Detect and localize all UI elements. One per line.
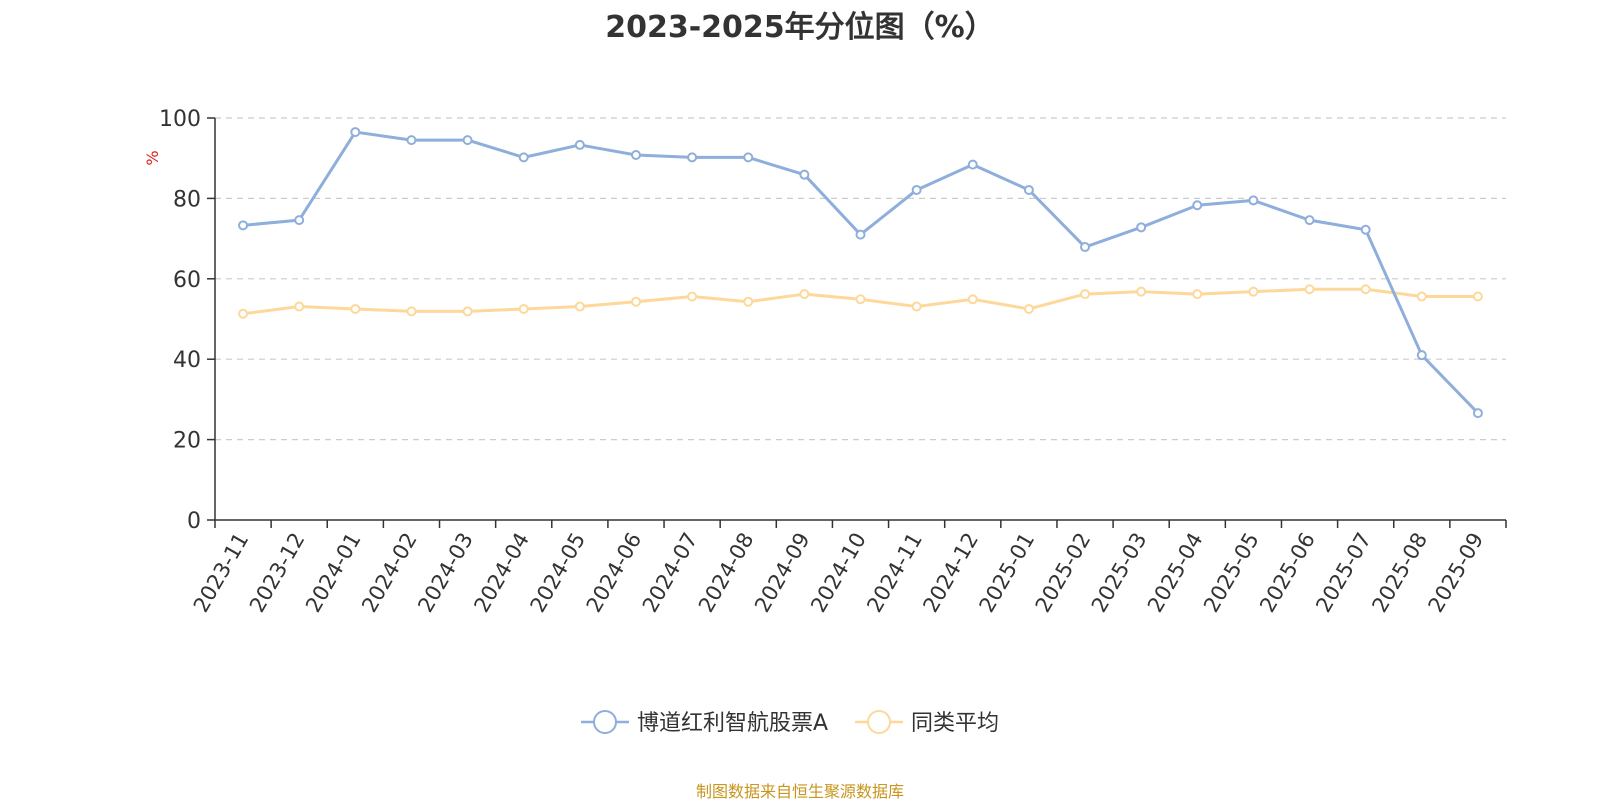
x-tick-label: 2023-11 — [189, 529, 254, 617]
data-point[interactable] — [1080, 289, 1091, 300]
data-point[interactable] — [967, 294, 978, 305]
data-point[interactable] — [799, 289, 810, 300]
data-point[interactable] — [294, 301, 305, 312]
gridlines — [215, 117, 1506, 441]
data-point[interactable] — [350, 303, 361, 314]
data-point[interactable] — [855, 229, 866, 240]
x-tick-label: 2024-10 — [806, 529, 871, 617]
data-point[interactable] — [518, 152, 529, 163]
x-tick-label: 2024-04 — [469, 529, 534, 617]
y-tick-label: 80 — [173, 187, 201, 212]
y-tick-label: 40 — [173, 348, 201, 373]
y-tick-label: 100 — [159, 107, 201, 132]
data-point[interactable] — [1023, 303, 1034, 314]
x-tick-label: 2023-12 — [245, 529, 310, 617]
y-tick-label: 0 — [187, 509, 201, 534]
data-point[interactable] — [1136, 222, 1147, 233]
source-note: 制图数据来自恒生聚源数据库 — [695, 782, 904, 801]
x-tick-label: 2024-02 — [357, 529, 422, 617]
legend-label: 博道红利智航股票A — [637, 711, 828, 736]
x-tick-label: 2025-05 — [1199, 529, 1264, 617]
data-point[interactable] — [1248, 195, 1259, 206]
data-point[interactable] — [462, 306, 473, 317]
data-point[interactable] — [238, 220, 249, 231]
data-point[interactable] — [1023, 184, 1034, 195]
data-point[interactable] — [574, 301, 585, 312]
y-axis-label: % — [143, 150, 162, 165]
data-point[interactable] — [518, 303, 529, 314]
x-tick-label: 2024-01 — [301, 529, 366, 617]
legend-item[interactable]: 同类平均 — [855, 710, 999, 736]
y-tick-label: 20 — [173, 429, 201, 454]
chart-title: 2023-2025年分位图（%） — [605, 10, 995, 45]
x-tick-label: 2024-09 — [750, 529, 815, 617]
x-tick-label: 2024-08 — [694, 529, 759, 617]
axes: 020406080100%2023-112023-122024-012024-0… — [143, 107, 1507, 617]
data-point[interactable] — [238, 308, 249, 319]
data-point[interactable] — [462, 135, 473, 146]
data-point[interactable] — [630, 149, 641, 160]
x-tick-label: 2025-04 — [1143, 529, 1208, 617]
x-tick-label: 2024-03 — [413, 529, 478, 617]
series-line — [242, 130, 1480, 415]
data-point[interactable] — [1472, 291, 1483, 302]
data-point[interactable] — [406, 306, 417, 317]
data-point[interactable] — [294, 215, 305, 226]
data-point[interactable] — [1192, 200, 1203, 211]
data-point[interactable] — [1080, 242, 1091, 253]
data-point[interactable] — [1416, 291, 1427, 302]
data-point[interactable] — [855, 294, 866, 305]
data-point[interactable] — [1472, 408, 1483, 419]
x-tick-label: 2025-06 — [1255, 529, 1320, 617]
data-point[interactable] — [406, 135, 417, 146]
data-point[interactable] — [350, 127, 361, 138]
data-point[interactable] — [799, 169, 810, 180]
x-tick-label: 2025-09 — [1424, 529, 1489, 617]
x-tick-label: 2024-12 — [918, 529, 983, 617]
data-point[interactable] — [743, 296, 754, 307]
data-point[interactable] — [1248, 286, 1259, 297]
data-point[interactable] — [1360, 284, 1371, 295]
y-tick-label: 60 — [173, 268, 201, 293]
data-point[interactable] — [1304, 215, 1315, 226]
x-tick-label: 2024-06 — [582, 529, 647, 617]
x-tick-label: 2025-01 — [975, 529, 1040, 617]
x-tick-label: 2025-08 — [1367, 529, 1432, 617]
x-tick-label: 2025-07 — [1311, 529, 1376, 617]
data-point[interactable] — [1360, 224, 1371, 235]
legend-marker-icon — [593, 710, 617, 734]
data-point[interactable] — [574, 139, 585, 150]
data-point[interactable] — [1136, 286, 1147, 297]
data-point[interactable] — [687, 152, 698, 163]
legend-marker-icon — [867, 710, 891, 734]
x-tick-label: 2024-07 — [638, 529, 703, 617]
series-lines — [238, 127, 1483, 419]
data-point[interactable] — [911, 301, 922, 312]
data-point[interactable] — [911, 184, 922, 195]
x-tick-label: 2025-02 — [1031, 529, 1096, 617]
data-point[interactable] — [1304, 284, 1315, 295]
data-point[interactable] — [687, 291, 698, 302]
x-tick-label: 2025-03 — [1087, 529, 1152, 617]
legend-label: 同类平均 — [911, 711, 999, 736]
x-tick-label: 2024-05 — [526, 529, 591, 617]
data-point[interactable] — [967, 159, 978, 170]
data-point[interactable] — [630, 296, 641, 307]
x-tick-label: 2024-11 — [862, 529, 927, 617]
legend[interactable]: 博道红利智航股票A 同类平均 — [581, 710, 999, 736]
legend-item[interactable]: 博道红利智航股票A — [581, 710, 828, 736]
data-point[interactable] — [1192, 289, 1203, 300]
data-point[interactable] — [743, 152, 754, 163]
data-point[interactable] — [1416, 350, 1427, 361]
